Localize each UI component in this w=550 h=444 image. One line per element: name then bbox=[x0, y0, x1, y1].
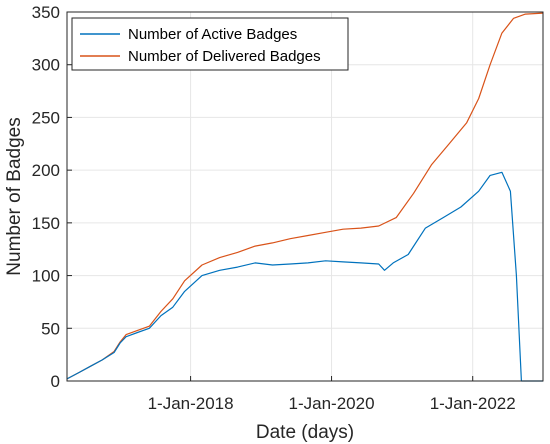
x-axis-title: Date (days) bbox=[256, 422, 354, 443]
series-lines bbox=[66, 12, 544, 382]
x-tick-label: 1-Jan-2022 bbox=[430, 394, 516, 413]
y-tick-label: 100 bbox=[32, 267, 60, 286]
y-tick-label: 50 bbox=[41, 319, 60, 338]
legend-box bbox=[71, 17, 349, 71]
y-tick-label: 0 bbox=[51, 372, 60, 391]
axis-ticks: 0 50 100 150 200 250 300 350 1-Jan-2018 1-Jan-202… bbox=[32, 3, 516, 413]
y-tick-label: 150 bbox=[32, 214, 60, 233]
y-tick-label: 250 bbox=[32, 108, 60, 127]
y-axis-title: Number of Badges bbox=[4, 117, 25, 275]
series-line-1 bbox=[66, 12, 544, 380]
x-tick-label: 1-Jan-2020 bbox=[289, 394, 375, 413]
series-line-0 bbox=[66, 171, 543, 382]
legend-label: Number of Delivered Badges bbox=[128, 48, 321, 65]
legend: Number of Active Badges Number of Deliver… bbox=[71, 17, 349, 71]
x-tick-label: 1-Jan-2018 bbox=[148, 394, 234, 413]
y-tick-label: 200 bbox=[32, 161, 60, 180]
legend-label: Number of Active Badges bbox=[128, 26, 297, 43]
y-tick-label: 300 bbox=[32, 56, 60, 75]
plot-frame bbox=[66, 11, 544, 382]
y-tick-label: 350 bbox=[32, 3, 60, 22]
